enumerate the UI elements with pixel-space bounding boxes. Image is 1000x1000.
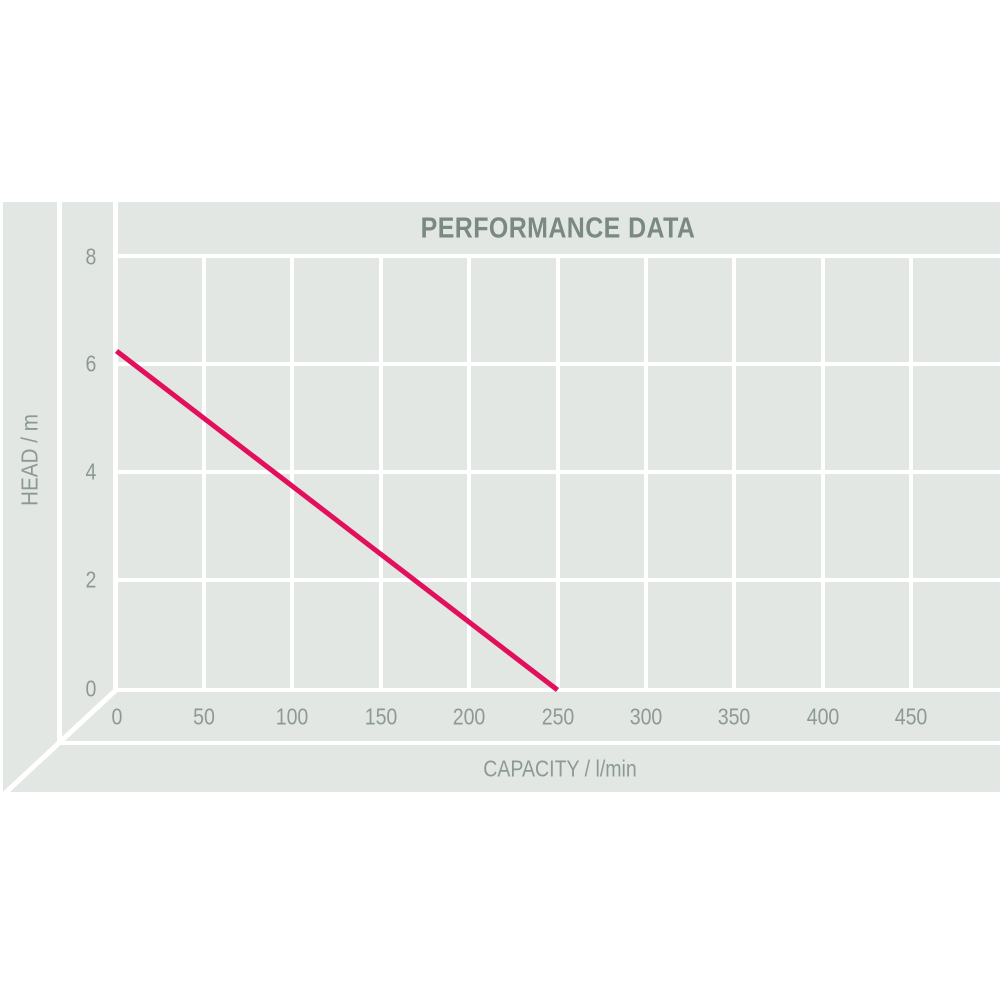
y-tick-8: 8 [85,243,97,270]
x-tick-150: 150 [364,703,398,730]
gridline-vertical-450 [909,254,913,692]
x-tick-250: 250 [541,703,575,730]
gridline-vertical-150 [379,254,383,692]
x-tick-450: 450 [894,703,928,730]
x-tick-100: 100 [275,703,309,730]
x-tick-50: 50 [193,703,215,730]
y-tick-2: 2 [85,566,97,593]
chart-overlay [3,349,560,792]
gridline-vertical-50 [202,254,206,692]
x-tick-350: 350 [717,703,751,730]
x-tick-0: 0 [111,703,123,730]
y-tick-0: 0 [85,675,97,702]
pump-curve-line [114,349,560,692]
y-axis-line [113,202,118,692]
gridline-vertical-350 [732,254,736,692]
gridline-vertical-100 [290,254,294,692]
performance-chart-panel: PERFORMANCE DATA HEAD / m CAPACITY / l/m… [3,202,1000,792]
x-axis-label: CAPACITY / l/min [483,755,637,782]
y-tick-4: 4 [85,458,97,485]
y-tick-6: 6 [85,350,97,377]
left-face-divider-line [57,202,62,743]
gridline-vertical-400 [821,254,825,692]
gridline-vertical-200 [467,254,471,692]
x-tick-200: 200 [452,703,486,730]
y-axis-label: HEAD / m [16,413,43,507]
gridline-vertical-250 [556,254,560,692]
x-tick-400: 400 [806,703,840,730]
gridline-vertical-300 [644,254,648,692]
baseboard-line [57,741,1000,745]
x-tick-300: 300 [629,703,663,730]
chart-title: PERFORMANCE DATA [420,212,696,245]
